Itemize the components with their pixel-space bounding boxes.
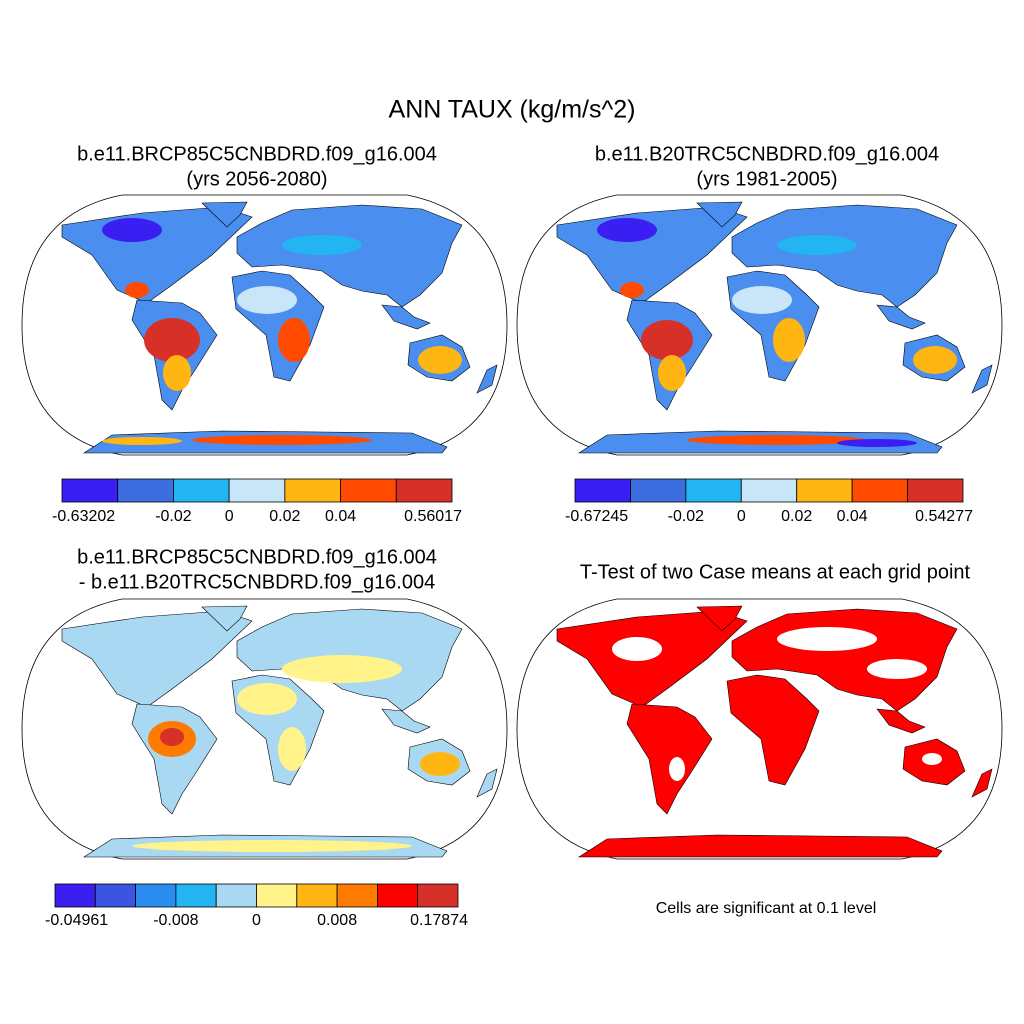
colorbar-swatch bbox=[630, 478, 687, 503]
colorbar-label: 0.04 bbox=[325, 508, 356, 525]
colorbar-swatch bbox=[851, 478, 908, 503]
colorbar-swatch bbox=[296, 883, 338, 908]
colorbar-label: 0.02 bbox=[781, 508, 812, 525]
colorbar-swatch bbox=[907, 478, 964, 503]
colorbar-swatch bbox=[336, 883, 378, 908]
colorbar-label: 0.56017 bbox=[404, 508, 462, 525]
colorbar-label: 0.17874 bbox=[410, 912, 468, 929]
colorbar-swatch bbox=[61, 478, 119, 503]
panel-subtitle: (yrs 1981-2005) bbox=[696, 168, 837, 190]
colorbar-swatch bbox=[256, 883, 298, 908]
colorbar-label: 0 bbox=[225, 508, 234, 525]
panel-subtitle: - b.e11.B20TRC5CNBDRD.f09_g16.004 bbox=[79, 571, 435, 593]
colorbar-swatch bbox=[228, 478, 286, 503]
field-blobs bbox=[597, 218, 957, 447]
colorbar-label: 0 bbox=[737, 508, 746, 525]
colorbar-label: 0.54277 bbox=[915, 508, 973, 525]
panel-title: b.e11.B20TRC5CNBDRD.f09_g16.004 bbox=[595, 143, 939, 165]
colorbar-swatch bbox=[395, 478, 453, 503]
colorbar-label: -0.02 bbox=[668, 508, 705, 525]
colorbar-swatch bbox=[117, 478, 174, 503]
field-blobs bbox=[102, 218, 462, 445]
colorbar-swatch bbox=[376, 883, 419, 908]
colorbar-swatch bbox=[284, 478, 341, 503]
colorbar-swatch bbox=[340, 478, 397, 503]
colorbar-swatch bbox=[417, 883, 459, 908]
colorbar-swatch bbox=[796, 478, 853, 503]
panel-title: T-Test of two Case means at each grid po… bbox=[580, 561, 971, 583]
colorbar-label: 0.04 bbox=[837, 508, 868, 525]
colorbar-swatch bbox=[685, 478, 742, 503]
colorbar-swatch bbox=[135, 883, 177, 908]
colorbar-label: -0.67245 bbox=[565, 508, 628, 525]
colorbar-label: -0.008 bbox=[153, 912, 198, 929]
colorbar-label: 0.02 bbox=[269, 508, 300, 525]
significance-note: Cells are significant at 0.1 level bbox=[656, 900, 877, 917]
colorbar-label: 0 bbox=[252, 912, 261, 929]
map bbox=[516, 194, 1003, 456]
map bbox=[21, 598, 508, 860]
figure-title: ANN TAUX (kg/m/s^2) bbox=[389, 96, 636, 124]
field-blobs bbox=[132, 655, 460, 852]
colorbar-swatch bbox=[94, 883, 137, 908]
colorbar-swatch bbox=[175, 883, 217, 908]
map bbox=[516, 598, 1003, 860]
colorbar-swatch bbox=[54, 883, 96, 908]
insignificant-areas bbox=[612, 627, 942, 781]
panel-title: b.e11.BRCP85C5CNBDRD.f09_g16.004 bbox=[77, 546, 437, 568]
colorbar-label: -0.02 bbox=[155, 508, 192, 525]
colorbar-swatch bbox=[215, 883, 257, 908]
colorbar-swatch bbox=[173, 478, 230, 503]
panel-subtitle: (yrs 2056-2080) bbox=[186, 168, 327, 190]
map bbox=[21, 194, 508, 456]
colorbar-swatch bbox=[574, 478, 631, 503]
colorbar-label: -0.63202 bbox=[52, 508, 115, 525]
panel-title: b.e11.BRCP85C5CNBDRD.f09_g16.004 bbox=[77, 143, 437, 165]
colorbar-label: -0.04961 bbox=[45, 912, 108, 929]
colorbar-label: 0.008 bbox=[317, 912, 357, 929]
colorbar-swatch bbox=[740, 478, 798, 503]
